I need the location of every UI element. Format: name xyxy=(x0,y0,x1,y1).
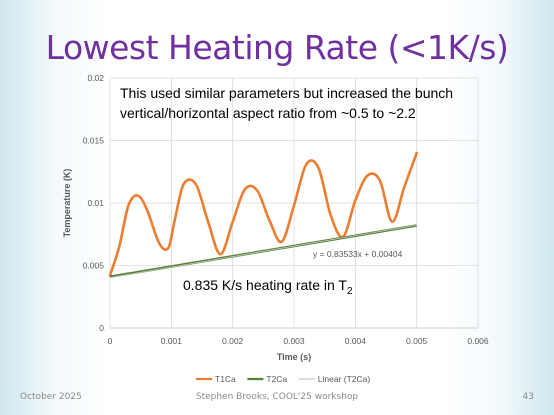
y-tick-label: 0.02 xyxy=(87,73,104,83)
legend-item: T1Ca xyxy=(196,374,236,384)
legend-label: T1Ca xyxy=(215,374,236,384)
legend: T1Ca T2Ca Linear (T2Ca) xyxy=(196,374,370,384)
series-linear-t2ca-trendline xyxy=(109,224,417,278)
x-axis-label: Time (s) xyxy=(277,352,311,362)
y-tick-label: 0 xyxy=(99,323,104,333)
description-line-2: vertical/horizontal aspect ratio from ~0… xyxy=(120,105,416,121)
x-tick-label: 0.001 xyxy=(161,336,183,346)
x-tick-label: 0.004 xyxy=(345,336,367,346)
legend-label: Linear (T2Ca) xyxy=(318,374,371,384)
heating-rate-subscript: 2 xyxy=(347,286,353,297)
series-t1ca-line xyxy=(108,151,418,277)
y-tick-labels: 0 0.005 0.01 0.015 0.02 xyxy=(83,73,105,333)
trendline-equation: y = 0.83533x + 0.00404 xyxy=(313,249,403,259)
x-tick-label: 0.005 xyxy=(406,336,428,346)
y-axis-label: Temperature (K) xyxy=(62,169,72,238)
legend-label: T2Ca xyxy=(266,374,287,384)
x-tick-label: 0.006 xyxy=(467,336,489,346)
slide-title: Lowest Heating Rate (<1K/s) xyxy=(45,28,509,67)
footer-date: October 2025 xyxy=(20,392,82,402)
series-layer xyxy=(108,151,418,279)
description-line-1: This used similar parameters but increas… xyxy=(120,85,453,101)
legend-item: Linear (T2Ca) xyxy=(298,374,371,384)
heating-rate-annotation: 0.835 K/s heating rate in T2 xyxy=(183,277,353,297)
x-tick-label: 0 xyxy=(108,336,113,346)
x-tick-label: 0.002 xyxy=(222,336,244,346)
y-tick-label: 0.005 xyxy=(83,261,105,271)
y-tick-label: 0.015 xyxy=(83,136,105,146)
x-tick-label: 0.003 xyxy=(283,336,305,346)
footer-author: Stephen Brooks, COOL'25 workshop xyxy=(195,392,359,402)
page-number: 43 xyxy=(522,392,534,402)
heating-rate-text: 0.835 K/s heating rate in T xyxy=(183,277,347,293)
y-tick-label: 0.01 xyxy=(87,198,104,208)
x-tick-labels: 0 0.001 0.002 0.003 0.004 0.005 0.006 xyxy=(108,336,489,346)
legend-item: T2Ca xyxy=(247,374,287,384)
